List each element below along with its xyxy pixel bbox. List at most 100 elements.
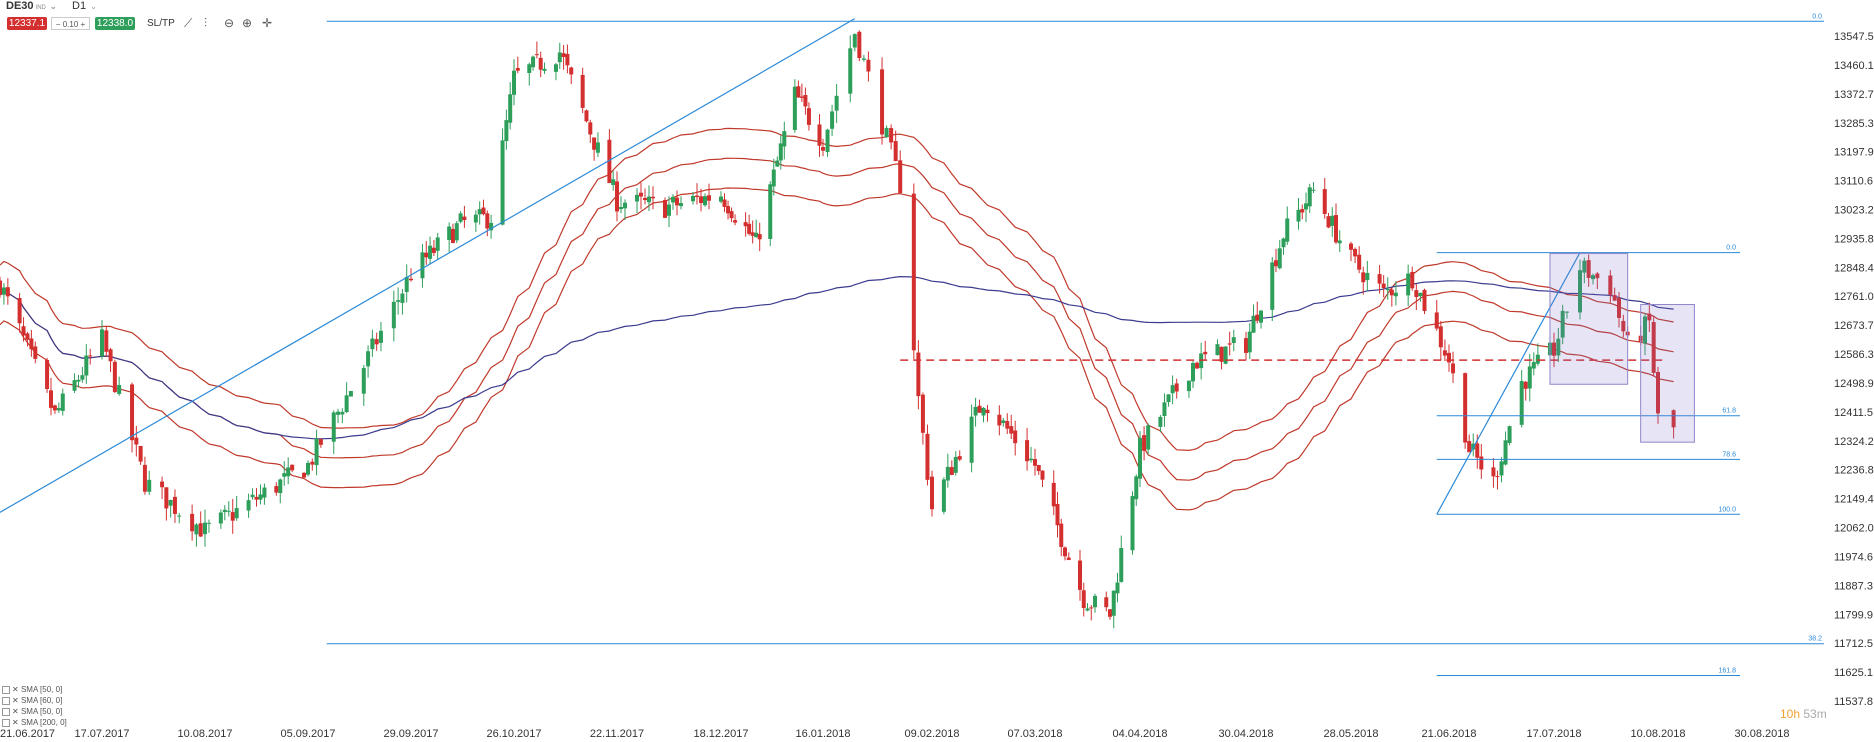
y-tick-label: 12935.8	[1834, 233, 1874, 245]
candle-body	[190, 513, 195, 532]
legend-close-icon[interactable]: ✕	[12, 696, 19, 705]
candle-body	[635, 194, 639, 202]
candle-body	[489, 222, 494, 231]
candle-body	[76, 379, 81, 382]
candle-body	[1353, 248, 1358, 257]
candle-body	[25, 333, 30, 340]
volume-decrease-button[interactable]: −	[55, 20, 61, 29]
candle-body	[160, 481, 165, 488]
candle-body	[595, 142, 600, 153]
x-tick-label: 26.10.2017	[486, 728, 541, 740]
candle-body	[428, 245, 433, 259]
candle-body	[512, 70, 516, 95]
y-tick-label: 12586.3	[1834, 349, 1874, 361]
candle-body	[1009, 426, 1014, 434]
volume-increase-button[interactable]: +	[80, 20, 86, 29]
indicators-icon[interactable]: ⫶	[204, 16, 208, 30]
candle-body	[569, 67, 574, 75]
candle-body	[527, 64, 532, 74]
y-tick-label: 11887.3	[1834, 580, 1873, 592]
indicator-label: SMA [50, 0]	[20, 707, 63, 716]
candle-body	[607, 139, 612, 184]
indicator-toggle-icon[interactable]	[2, 685, 10, 694]
ma-200-line	[0, 275, 1674, 440]
highlight-box	[1549, 253, 1629, 385]
candle-body	[424, 252, 429, 258]
candle-body	[1104, 597, 1109, 608]
x-tick-label: 22.11.2017	[590, 728, 644, 740]
candle-body	[1270, 262, 1275, 310]
indicator-toggle-icon[interactable]	[2, 707, 10, 716]
candle-body	[234, 508, 239, 519]
indicator-legend-2[interactable]: ✕ SMA [60, 0]	[2, 696, 62, 705]
indicator-legend-3[interactable]: ✕ SMA [50, 0]	[2, 707, 62, 716]
indicator-toggle-icon[interactable]	[2, 718, 10, 727]
indicator-legend-1[interactable]: ✕ SMA [50, 0]	[2, 685, 62, 694]
y-tick-label: 13460.1	[1834, 60, 1874, 72]
indicator-toggle-icon[interactable]	[2, 696, 10, 705]
candle-body	[290, 464, 295, 471]
candle-body	[1535, 354, 1540, 364]
candle-body	[258, 494, 263, 500]
timeframe-selector[interactable]: D1 ⌄	[72, 0, 97, 12]
zoom-in-icon[interactable]: ⊕	[242, 16, 253, 30]
candle-body	[1560, 310, 1565, 338]
candle-body	[825, 129, 830, 153]
candle-body	[1142, 435, 1147, 451]
candle-body	[1277, 248, 1282, 269]
candle-body	[1119, 548, 1124, 582]
candle-body	[803, 95, 808, 107]
candle-body	[1406, 273, 1411, 296]
candle-body	[218, 512, 223, 524]
volume-stepper[interactable]: − 0.10 +	[51, 17, 90, 30]
candle-body	[1377, 274, 1382, 284]
candle-body	[310, 461, 315, 465]
trendline	[0, 18, 856, 513]
x-tick-label: 07.03.2018	[1007, 728, 1062, 740]
candle-body	[318, 439, 323, 445]
candle-body	[565, 53, 570, 66]
sltp-button[interactable]: SL/TP	[147, 18, 175, 29]
candle-body	[420, 252, 425, 279]
candle-body	[880, 69, 885, 135]
candle-body	[1063, 547, 1067, 557]
y-tick-label: 13197.9	[1834, 147, 1874, 159]
candle-body	[112, 361, 117, 393]
candle-body	[695, 195, 699, 198]
candle-body	[262, 487, 267, 498]
candle-body	[949, 467, 954, 475]
candle-body	[1115, 582, 1120, 594]
crosshair-icon[interactable]: ✛	[262, 16, 273, 30]
candle-body	[1418, 292, 1423, 297]
chart-toolbar: DE30 IND ⌄ D1 ⌄ 12337.1 − 0.10 + 12338.0 SL…	[0, 0, 420, 32]
candle-body	[60, 393, 65, 411]
zoom-out-icon[interactable]: ⊖	[224, 16, 235, 30]
y-tick-label: 12062.0	[1834, 523, 1874, 535]
legend-close-icon[interactable]: ✕	[12, 685, 19, 694]
candle-body	[431, 247, 436, 253]
sell-button[interactable]: 12337.1	[7, 17, 47, 30]
candle-body	[1036, 465, 1041, 472]
candle-body	[639, 192, 643, 197]
symbol-selector[interactable]: DE30 IND ⌄	[6, 0, 57, 12]
candle-body	[799, 96, 804, 98]
candle-body	[450, 228, 455, 243]
y-tick-label: 13285.3	[1834, 118, 1874, 130]
candle-body	[1111, 590, 1116, 616]
candle-body	[1361, 272, 1366, 283]
candle-body	[400, 293, 405, 303]
legend-close-icon[interactable]: ✕	[12, 707, 19, 716]
chart-type-line-icon[interactable]: ⟋	[184, 16, 193, 30]
candle-body	[1519, 381, 1524, 425]
candle-body	[981, 407, 986, 416]
candle-body	[254, 496, 259, 500]
legend-close-icon[interactable]: ✕	[12, 718, 19, 727]
y-tick-label: 11799.9	[1834, 609, 1873, 621]
buy-button[interactable]: 12338.0	[95, 17, 135, 30]
candle-body	[1089, 607, 1094, 609]
candle-body	[1134, 476, 1139, 500]
candle-body	[1479, 456, 1484, 470]
indicator-legend-4[interactable]: ✕ SMA [200, 0]	[2, 718, 67, 727]
candle-body	[206, 522, 211, 524]
